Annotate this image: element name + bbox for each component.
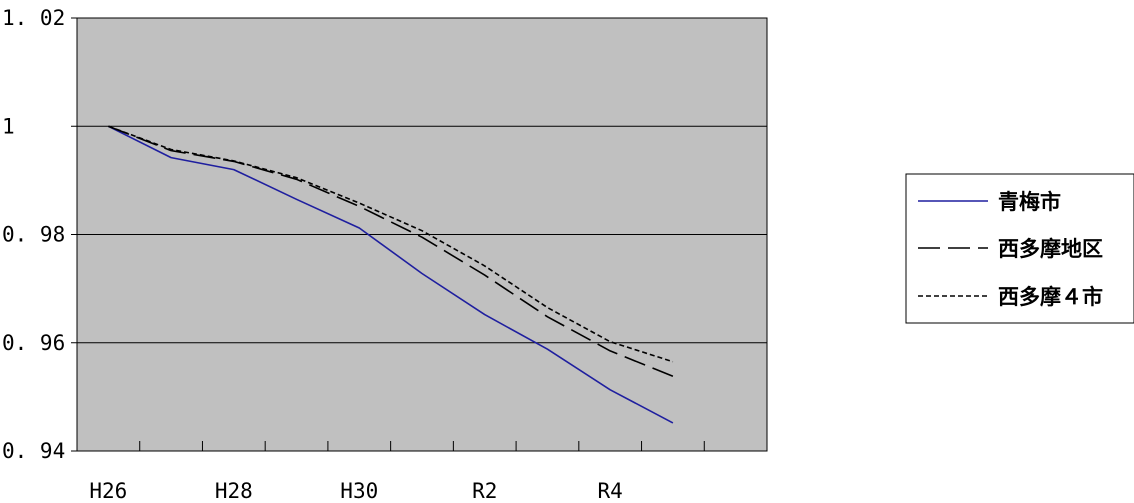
legend-entry-nishitama-area-label: 西多摩地区 [998,237,1103,261]
legend-box [905,173,1134,324]
series-line-nishitama-4cities [108,125,674,363]
legend-entry-ome-label: 青梅市 [998,190,1061,214]
y-tick-label: 1 [2,114,15,138]
y-tick-label: 0. 98 [2,223,65,247]
gridlines [77,125,767,344]
x-tick-label: H26 [89,479,127,503]
series-lines [108,125,674,424]
y-tick-label: 1. 02 [2,6,65,30]
axes: 0. 94 0. 96 0. 98 1 1. 02 H26 H28 H30 R2 R4 [2,6,705,503]
series-line-ome [108,125,674,424]
x-tick-label: H30 [340,479,378,503]
y-tick-label: 0. 94 [2,439,65,463]
y-tick-label: 0. 96 [2,331,65,355]
legend-entry-nishitama-4cities-label: 西多摩４市 [998,285,1103,309]
x-tick-label: R2 [472,479,497,503]
x-tick-label: R4 [598,479,623,503]
x-tick-label: H28 [215,479,253,503]
